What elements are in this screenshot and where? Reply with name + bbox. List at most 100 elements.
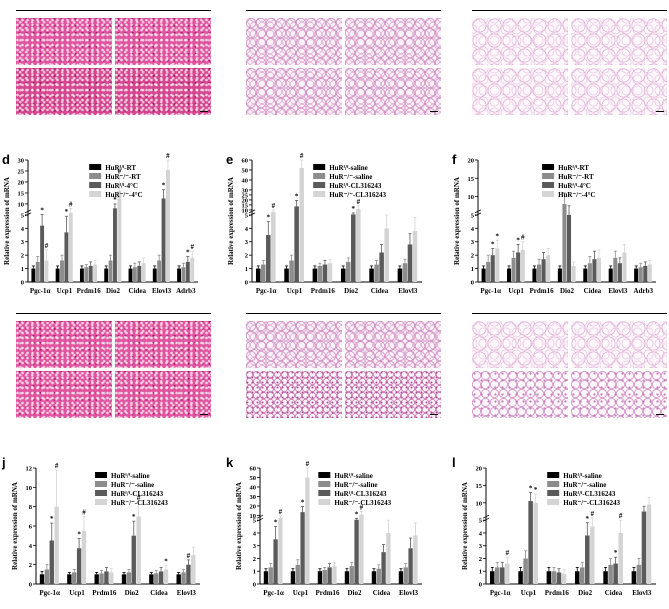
- significance-mark: *: [614, 549, 618, 557]
- bar: [590, 526, 595, 584]
- legend-label: HuR⁻/⁻-CL316243: [329, 191, 386, 199]
- bar: [294, 206, 299, 282]
- bar: [137, 265, 142, 282]
- histology-image: [345, 321, 441, 368]
- y-tick-label: 1: [21, 266, 24, 273]
- x-tick-label: Cidea: [605, 589, 623, 597]
- bar: [44, 260, 49, 282]
- y-tick-label: 30: [18, 158, 25, 165]
- histology-image: [16, 321, 112, 368]
- bar: [523, 558, 528, 584]
- significance-mark: #: [69, 200, 73, 208]
- y-tick-label: 5: [21, 212, 25, 219]
- x-tick-label: Elovl3: [152, 287, 172, 295]
- y-tick-label: 0: [479, 582, 482, 589]
- bar: [284, 268, 289, 282]
- bar: [495, 248, 500, 282]
- y-tick-label: 20: [476, 466, 483, 473]
- bar: [384, 228, 389, 282]
- bar: [528, 501, 533, 584]
- y-tick-label: 8: [29, 504, 33, 511]
- bar: [402, 263, 408, 282]
- significance-mark: *: [355, 510, 359, 518]
- legend-label: HuR⁻/⁻-CL316243: [563, 499, 620, 507]
- bar: [81, 530, 87, 584]
- legend-swatch: [547, 472, 560, 478]
- x-tick-label: Elovl3: [608, 287, 628, 295]
- significance-mark: *: [164, 558, 168, 566]
- bar: [154, 573, 159, 584]
- histology-image: [472, 68, 568, 115]
- x-tick-label: Prdm16: [530, 287, 555, 295]
- histology-image: [115, 18, 211, 65]
- legend-swatch: [318, 490, 331, 496]
- x-tick-label: Cidea: [371, 287, 389, 295]
- bar: [177, 268, 181, 282]
- bar: [369, 268, 374, 282]
- histology-image: [246, 18, 342, 65]
- x-tick-label: Ucp1: [287, 287, 303, 295]
- axis-break: [24, 209, 32, 214]
- y-tick-label: 10: [476, 500, 483, 507]
- bar: [592, 259, 597, 282]
- bar: [271, 211, 276, 282]
- bar: [278, 517, 283, 584]
- bar: [346, 261, 351, 282]
- scale-bar: [430, 414, 438, 415]
- significance-mark: *: [295, 192, 299, 200]
- y-tick-label: 5: [479, 518, 483, 525]
- panel-letter: d: [2, 152, 10, 167]
- bar: [305, 477, 310, 584]
- bar: [344, 571, 350, 584]
- x-tick-label: Pgc-1α: [480, 287, 501, 295]
- histology-image: [115, 321, 211, 368]
- bar: [317, 571, 323, 584]
- bar: [55, 268, 60, 282]
- axis-break: [256, 517, 264, 522]
- x-tick-label: Dio2: [125, 589, 140, 597]
- title-underline: [472, 10, 667, 11]
- bar: [608, 268, 613, 282]
- bar: [186, 564, 191, 584]
- x-tick-label: Cidea: [129, 287, 147, 295]
- x-tick-label: Pgc-1α: [30, 287, 51, 295]
- x-tick-label: Elovl3: [177, 589, 197, 597]
- bar: [104, 571, 109, 584]
- legend-label: HuRᶠ/ᶠ-RT: [105, 164, 136, 172]
- bar: [176, 574, 181, 584]
- bar: [403, 567, 408, 584]
- bar: [255, 268, 261, 282]
- bar: [541, 259, 546, 282]
- bar: [79, 268, 84, 282]
- y-tick-label: 25: [242, 192, 249, 199]
- x-tick-label: Prdm16: [92, 589, 117, 597]
- y-tick-label: 6: [29, 524, 33, 531]
- significance-mark: #: [300, 152, 304, 160]
- legend-label: HuR⁻/⁻-CL316243: [111, 499, 168, 507]
- bar: [327, 263, 333, 282]
- bar: [113, 208, 117, 282]
- histology-image: [472, 321, 568, 368]
- bar: [631, 571, 637, 584]
- legend-label: HuR⁻/⁻-saline: [563, 481, 606, 489]
- x-tick-label: Prdm16: [545, 589, 570, 597]
- y-tick-label: 3: [21, 239, 25, 246]
- bar: [322, 569, 327, 584]
- bar: [163, 569, 169, 584]
- axis-break: [474, 212, 482, 217]
- histology-image: [571, 321, 667, 368]
- bar: [349, 566, 354, 584]
- bar: [340, 268, 346, 282]
- legend-label: HuRᶠ/ᶠ-4°C: [105, 182, 138, 190]
- legend-swatch: [547, 490, 560, 496]
- y-tick-label: 4: [479, 530, 483, 537]
- y-axis-label: Relative expression of mRNA: [453, 177, 461, 265]
- panel-letter: j: [1, 455, 6, 470]
- bar: [185, 261, 190, 282]
- significance-mark: *: [586, 515, 590, 523]
- y-tick-label: 2: [253, 556, 256, 563]
- y-tick-label: 30: [242, 187, 249, 194]
- legend-swatch: [318, 472, 331, 478]
- bar: [622, 252, 627, 282]
- bar: [312, 268, 318, 282]
